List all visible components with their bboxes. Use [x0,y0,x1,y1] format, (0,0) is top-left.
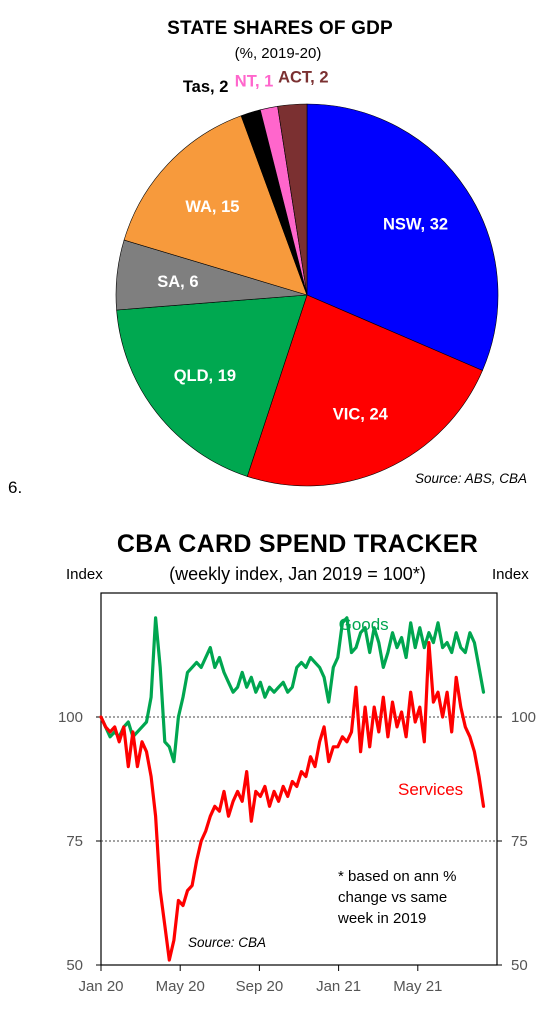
pie-slice-vic [246,294,483,487]
pie-slice-qld [116,294,308,477]
pie-chart-title: STATE SHARES OF GDP [167,18,393,39]
pie-chart: NSW, 32 VIC, 24 QLD, 19 SA, 6 WA, 15 Tas, 2 NT… [115,69,527,487]
y-tick-label-right: 100 [511,709,536,726]
series-line-goods [99,616,486,764]
pie-label-wa: WA, 15 [185,198,239,216]
line-chart-subtitle: (weekly index, Jan 2019 = 100*) [169,564,426,584]
x-tick-label: May 20 [156,978,205,995]
note-line-2: change vs same [338,889,447,906]
pie-label-qld: QLD, 19 [174,367,236,385]
pie-label-nt: NT, 1 [235,72,274,90]
line-source-label: Source: CBA [188,935,266,950]
note-line-3: week in 2019 [337,910,426,927]
y-tick-label-left: 75 [66,833,83,850]
y-axis-label-right: Index [492,566,529,583]
x-tick-label: Sep 20 [236,978,284,995]
x-tick-label: Jan 21 [316,978,361,995]
y-tick-label-left: 50 [66,957,83,974]
pie-label-nsw: NSW, 32 [383,216,448,234]
pie-label-sa: SA, 6 [157,273,198,291]
pie-label-vic: VIC, 24 [333,405,389,423]
series-line-services [99,640,486,962]
pie-slice-act [277,103,308,296]
figure-number: 6. [8,478,23,497]
series-label-services: Services [398,780,463,799]
pie-slice-nsw [306,103,499,371]
pie-slice-wa [123,115,308,296]
pie-chart-subtitle: (%, 2019-20) [234,45,322,62]
y-tick-label-left: 100 [58,709,83,726]
note-line-1: * based on ann % [338,868,456,885]
series-label-goods: Goods [339,615,389,634]
y-axis-label-left: Index [66,566,103,583]
y-tick-label-right: 50 [511,957,528,974]
x-tick-label: Jan 20 [78,978,123,995]
line-chart-title: CBA CARD SPEND TRACKER [116,530,479,558]
pie-label-act: ACT, 2 [278,69,328,87]
pie-source-label: Source: ABS, CBA [415,471,527,486]
line-chart: 50 50 75 75 100 100 Jan 20 May 20 Sep 20 Jan 21 M… [58,592,536,995]
pie-label-tas: Tas, 2 [183,78,229,96]
x-tick-label: May 21 [393,978,442,995]
y-tick-label-right: 75 [511,833,528,850]
